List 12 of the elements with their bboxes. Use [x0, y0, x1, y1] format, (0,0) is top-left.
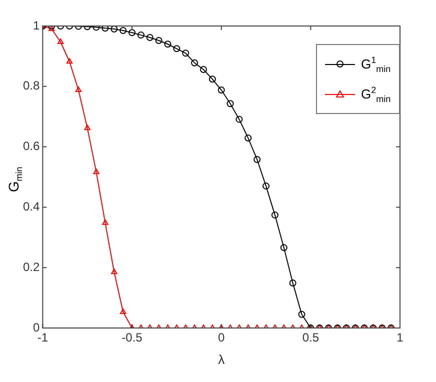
x-tick-label: 1 [396, 330, 404, 345]
y-tick-label: 0.6 [22, 139, 40, 154]
y-tick-label: 0.4 [22, 200, 40, 214]
x-tick-label: -1 [37, 330, 48, 345]
y-tick-label: 0.8 [22, 78, 40, 93]
x-tick-label: 0 [218, 330, 225, 345]
x-tick-label: 0.5 [302, 330, 320, 345]
y-tick-label: 0.2 [22, 260, 40, 274]
y-tick-label: 0 [32, 320, 40, 334]
y-tick-label: 1 [32, 18, 40, 32]
x-tick-label: -0.5 [122, 330, 143, 345]
x-axis-title: λ [218, 352, 226, 367]
